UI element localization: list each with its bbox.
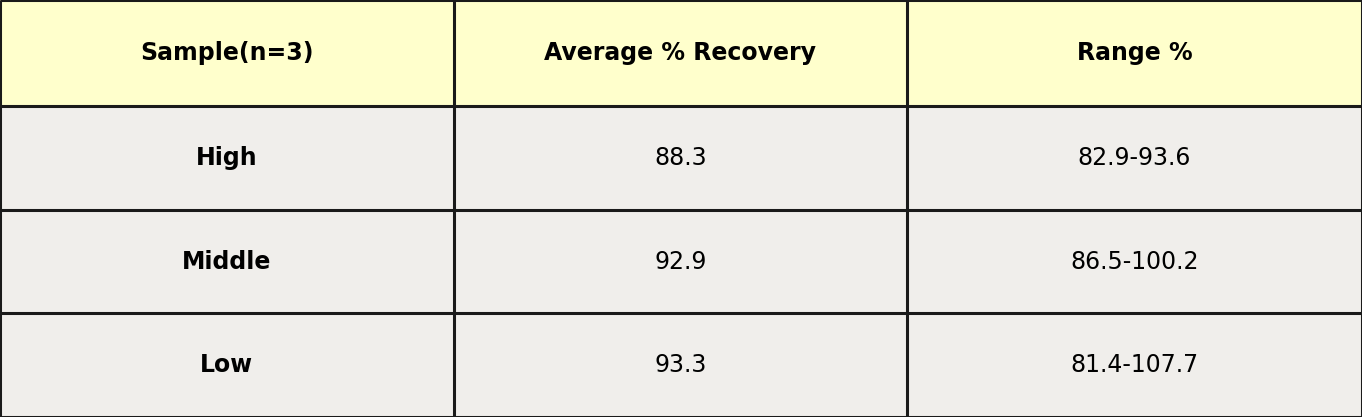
Bar: [907, 0, 1362, 106]
Text: 81.4-107.7: 81.4-107.7: [1071, 353, 1199, 377]
Bar: [0, 314, 454, 417]
Text: Range %: Range %: [1077, 41, 1192, 65]
Bar: [454, 0, 907, 106]
Text: 88.3: 88.3: [654, 146, 707, 170]
Bar: [0, 0, 454, 106]
Text: High: High: [196, 146, 257, 170]
Text: 93.3: 93.3: [654, 353, 707, 377]
Bar: [907, 314, 1362, 417]
Bar: [454, 210, 907, 314]
Text: Low: Low: [200, 353, 253, 377]
Text: 86.5-100.2: 86.5-100.2: [1071, 250, 1199, 274]
Text: Average % Recovery: Average % Recovery: [545, 41, 816, 65]
Bar: [454, 106, 907, 210]
Text: 82.9-93.6: 82.9-93.6: [1077, 146, 1192, 170]
Bar: [0, 210, 454, 314]
Bar: [907, 106, 1362, 210]
Text: 92.9: 92.9: [654, 250, 707, 274]
Text: Sample(n=3): Sample(n=3): [140, 41, 313, 65]
Bar: [454, 314, 907, 417]
Bar: [907, 210, 1362, 314]
Text: Middle: Middle: [183, 250, 271, 274]
Bar: [0, 106, 454, 210]
